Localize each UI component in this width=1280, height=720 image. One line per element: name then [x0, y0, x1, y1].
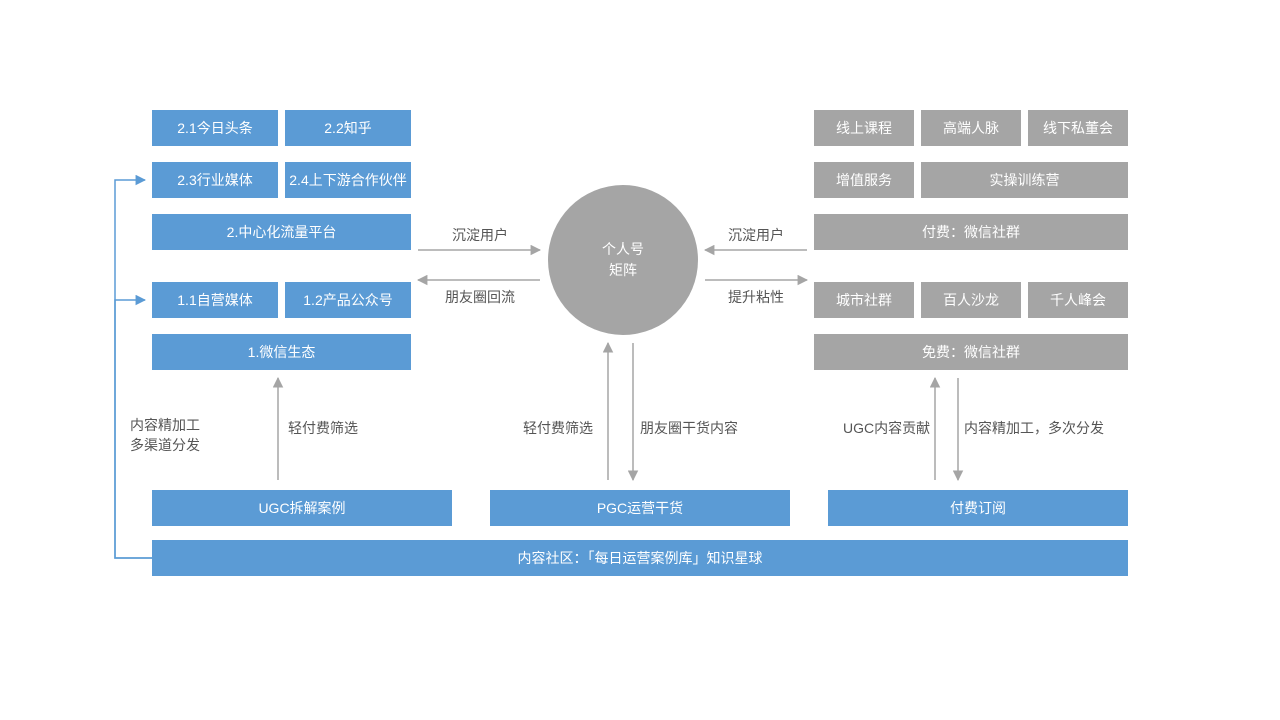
strip-f3 — [1028, 318, 1128, 322]
bottom-c1: UGC拆解案例 — [152, 490, 452, 526]
box-paid-3: 线下私董会 — [1028, 110, 1128, 146]
strip-b1 — [152, 526, 452, 530]
circle-line1: 个人号 — [602, 239, 644, 260]
box-2-4: 2.4上下游合作伙伴 — [285, 162, 411, 198]
center-circle: 个人号 矩阵 — [548, 185, 698, 335]
box-paid-2: 高端人脉 — [921, 110, 1021, 146]
label-far-right2: 内容精加工，多次分发 — [964, 418, 1104, 438]
strip-b3 — [828, 526, 1128, 530]
bottom-c2: PGC运营干货 — [490, 490, 790, 526]
label-left-top: 沉淀用户 — [452, 225, 508, 245]
strip-2a — [152, 146, 278, 150]
label-far-left1: 内容精加工 — [130, 415, 200, 435]
box-2-1: 2.1今日头条 — [152, 110, 278, 146]
bottom-c3: 付费订阅 — [828, 490, 1128, 526]
box-paid-4: 增值服务 — [814, 162, 914, 198]
label-center-left: 轻付费筛选 — [523, 418, 593, 438]
circle-line2: 矩阵 — [609, 260, 637, 281]
box-free-2: 百人沙龙 — [921, 282, 1021, 318]
box-free-1: 城市社群 — [814, 282, 914, 318]
strip-p5 — [921, 198, 1128, 202]
label-right-top: 沉淀用户 — [728, 225, 784, 245]
strip-p1 — [814, 146, 914, 150]
box-2-2: 2.2知乎 — [285, 110, 411, 146]
strip-f2 — [921, 318, 1021, 322]
label-left-bottom: 朋友圈回流 — [445, 287, 515, 307]
label-mid-left: 轻付费筛选 — [288, 418, 358, 438]
strip-1a — [152, 318, 278, 322]
label-far-left2: 多渠道分发 — [130, 435, 200, 455]
box-free-footer: 免费：微信社群 — [814, 334, 1128, 370]
label-center-right: 朋友圈干货内容 — [640, 418, 738, 438]
box-2-3: 2.3行业媒体 — [152, 162, 278, 198]
box-paid-1: 线上课程 — [814, 110, 914, 146]
bottom-footer: 内容社区：「每日运营案例库」知识星球 — [152, 540, 1128, 576]
strip-f1 — [814, 318, 914, 322]
strip-p3 — [1028, 146, 1128, 150]
box-1-footer: 1.微信生态 — [152, 334, 411, 370]
strip-2b — [285, 146, 411, 150]
label-right-bottom: 提升粘性 — [728, 287, 784, 307]
strip-2d — [285, 198, 411, 202]
box-paid-5: 实操训练营 — [921, 162, 1128, 198]
strip-b2 — [490, 526, 790, 530]
box-1-1: 1.1自营媒体 — [152, 282, 278, 318]
strip-p2 — [921, 146, 1021, 150]
box-1-2: 1.2产品公众号 — [285, 282, 411, 318]
box-2-footer: 2.中心化流量平台 — [152, 214, 411, 250]
strip-2c — [152, 198, 278, 202]
label-far-right1: UGC内容贡献 — [843, 418, 930, 438]
box-free-3: 千人峰会 — [1028, 282, 1128, 318]
strip-p4 — [814, 198, 914, 202]
box-paid-footer: 付费：微信社群 — [814, 214, 1128, 250]
strip-1b — [285, 318, 411, 322]
